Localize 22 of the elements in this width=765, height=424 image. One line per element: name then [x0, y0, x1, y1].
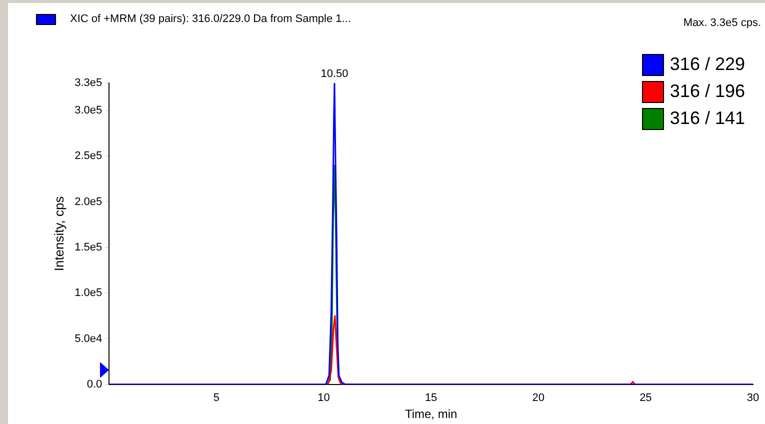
- y-tick-label: 5.0e4: [74, 332, 102, 345]
- y-tick-label: 2.0e5: [74, 196, 102, 208]
- y-tick-label: 0.0: [86, 378, 102, 390]
- chart-title: XIC of +MRM (39 pairs): 316.0/229.0 Da from Sample 1...: [70, 13, 351, 25]
- y-tick-label: 3.0e5: [74, 104, 102, 116]
- y-tick-label: 1.0e5: [74, 287, 102, 300]
- x-tick-label: 5: [213, 392, 220, 404]
- y-tick-label: 1.5e5: [74, 241, 102, 254]
- legend-label: 316 / 229: [670, 54, 745, 75]
- y-tick-label: 2.5e5: [74, 150, 102, 162]
- y-axis-title: Intensity, cps: [51, 196, 66, 272]
- legend-label: 316 / 196: [670, 81, 745, 102]
- x-tick-label: 10: [318, 392, 330, 404]
- annotation: 10.50: [320, 68, 348, 80]
- chart-subtitle: Max. 3.3e5 cps.: [683, 17, 761, 29]
- y-tick-label: 3.3e5: [74, 77, 102, 90]
- x-tick-label: 15: [424, 392, 438, 404]
- x-tick-label: 25: [640, 392, 652, 404]
- legend-label: 316 / 141: [670, 108, 745, 129]
- x-axis-title: Time, min: [404, 407, 458, 422]
- x-tick-label: 20: [532, 392, 544, 404]
- x-tick-label: 30: [746, 392, 760, 404]
